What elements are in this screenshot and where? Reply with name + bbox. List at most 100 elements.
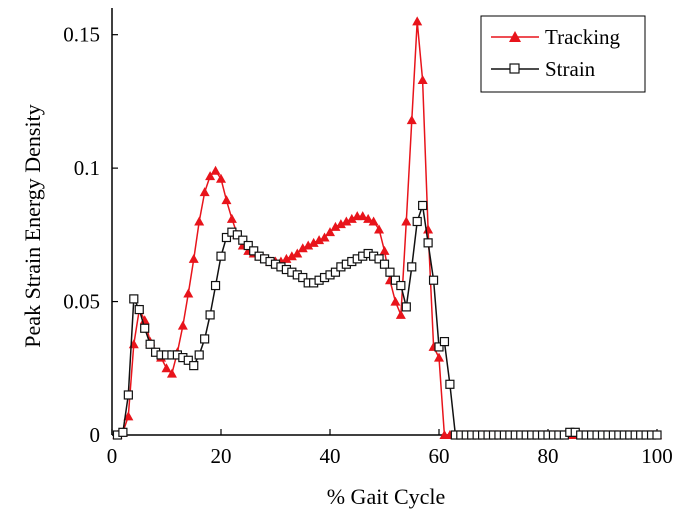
data-point-strain — [205, 310, 215, 320]
y-tick-label: 0.05 — [63, 290, 100, 314]
data-point-strain — [194, 350, 204, 360]
data-point-tracking — [346, 213, 357, 223]
data-point-strain — [189, 361, 199, 371]
data-point-strain — [412, 216, 422, 227]
data-point-strain — [379, 259, 390, 269]
x-tick-label: 60 — [429, 444, 450, 468]
x-tick-label: 80 — [538, 444, 559, 468]
data-point-tracking — [210, 165, 221, 175]
data-point-tracking — [319, 232, 330, 242]
data-point-tracking — [188, 253, 199, 263]
data-point-tracking — [128, 339, 139, 349]
data-point-strain — [129, 294, 139, 304]
data-point-strain — [418, 200, 428, 211]
data-point-tracking — [341, 216, 352, 226]
data-point-tracking — [292, 248, 303, 258]
x-tick-label: 0 — [107, 444, 118, 468]
data-point-tracking — [423, 224, 434, 234]
data-point-tracking — [205, 171, 216, 181]
data-point-strain — [423, 238, 433, 248]
data-point-tracking — [374, 224, 385, 234]
y-tick-label: 0.15 — [63, 23, 100, 47]
data-point-strain — [123, 390, 133, 400]
data-point-tracking — [303, 240, 314, 250]
data-point-strain — [118, 427, 128, 437]
data-point-tracking — [363, 213, 374, 223]
data-point-tracking — [177, 320, 188, 330]
data-point-strain — [445, 379, 455, 389]
data-point-strain — [428, 275, 439, 285]
data-point-strain — [330, 267, 341, 277]
data-point-strain — [385, 267, 395, 277]
legend: Tracking Strain — [480, 15, 646, 93]
data-point-tracking — [335, 219, 346, 229]
data-point-tracking — [216, 173, 226, 183]
data-point-tracking — [297, 243, 308, 253]
y-tick-label: 0.1 — [74, 156, 100, 180]
series-group — [112, 16, 662, 440]
data-point-strain — [249, 246, 259, 256]
y-tick-label: 0 — [90, 423, 101, 447]
series-line-strain — [117, 204, 657, 436]
legend-label-strain: Strain — [545, 57, 596, 81]
data-point-tracking — [123, 411, 134, 421]
legend-marker-tracking — [509, 31, 521, 42]
data-point-tracking — [199, 187, 210, 197]
data-point-strain — [407, 262, 417, 272]
data-point-strain — [232, 230, 242, 240]
data-point-strain — [183, 355, 193, 365]
data-point-strain — [401, 302, 411, 312]
data-point-tracking — [368, 216, 379, 226]
data-point-strain — [298, 272, 308, 283]
data-point-strain — [390, 275, 400, 285]
data-point-tracking — [281, 253, 292, 263]
data-point-strain — [243, 240, 253, 251]
data-point-strain — [134, 304, 144, 315]
data-point-strain — [396, 280, 406, 291]
data-point-tracking — [357, 211, 368, 221]
data-point-tracking — [417, 75, 428, 85]
axis-ticks: 0 20 40 60 80 100 0 0.05 0.1 0.15 — [63, 23, 673, 468]
x-tick-label: 100 — [641, 444, 673, 468]
data-point-tracking — [406, 115, 417, 125]
data-point-strain — [221, 232, 232, 243]
legend-box — [480, 15, 646, 93]
data-point-tracking — [395, 309, 406, 319]
data-point-strain — [140, 323, 150, 333]
x-tick-label: 20 — [211, 444, 232, 468]
x-axis-title: % Gait Cycle — [327, 484, 446, 509]
data-point-strain — [374, 254, 384, 264]
legend-item-tracking: Tracking — [491, 25, 621, 49]
data-point-tracking — [221, 195, 232, 205]
data-point-tracking — [161, 363, 172, 373]
data-point-tracking — [166, 368, 177, 378]
data-point-strain — [210, 280, 221, 291]
data-point-tracking — [401, 216, 412, 226]
data-point-tracking — [325, 227, 335, 237]
data-point-strain — [200, 334, 210, 344]
series-strain — [112, 200, 662, 440]
data-point-strain — [145, 339, 155, 349]
data-point-tracking — [330, 221, 341, 231]
data-point-tracking — [412, 16, 423, 26]
legend-item-strain: Strain — [491, 57, 596, 81]
data-point-tracking — [379, 245, 390, 255]
data-point-strain — [434, 342, 444, 352]
data-point-tracking — [194, 216, 205, 226]
data-point-tracking — [314, 235, 325, 245]
data-point-strain — [439, 336, 450, 347]
data-point-tracking — [390, 296, 401, 306]
x-tick-label: 40 — [320, 444, 341, 468]
data-point-tracking — [434, 352, 444, 362]
legend-label-tracking: Tracking — [545, 25, 621, 49]
data-point-tracking — [183, 288, 194, 298]
data-point-strain — [216, 251, 226, 261]
data-point-tracking — [308, 237, 319, 247]
data-point-tracking — [226, 213, 237, 223]
data-point-tracking — [286, 251, 297, 261]
data-point-strain — [652, 430, 662, 440]
data-point-strain — [238, 235, 248, 245]
y-axis-title: Peak Strain Energy Density — [20, 104, 45, 347]
legend-marker-strain — [509, 63, 520, 74]
